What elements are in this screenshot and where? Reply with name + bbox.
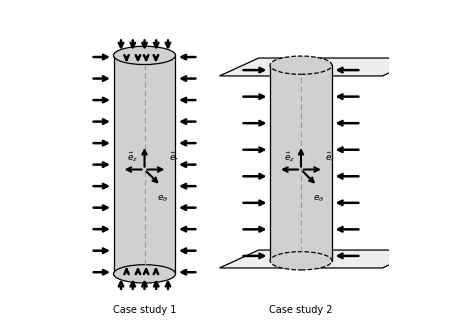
Text: $\vec{e}_r$: $\vec{e}_r$	[169, 150, 179, 164]
Text: $\vec{e}_z$: $\vec{e}_z$	[127, 150, 138, 164]
Polygon shape	[219, 250, 421, 268]
Text: $e_\vartheta$: $e_\vartheta$	[156, 194, 168, 204]
Text: Case study 1: Case study 1	[113, 305, 176, 315]
Text: Case study 2: Case study 2	[269, 305, 332, 315]
Text: $e_\vartheta$: $e_\vartheta$	[313, 194, 324, 204]
Polygon shape	[113, 55, 175, 274]
Ellipse shape	[113, 46, 175, 65]
Ellipse shape	[269, 56, 331, 74]
Polygon shape	[269, 65, 331, 261]
Polygon shape	[219, 58, 421, 76]
Ellipse shape	[113, 265, 175, 283]
Ellipse shape	[269, 252, 331, 270]
Text: $\vec{e}_r$: $\vec{e}_r$	[325, 150, 335, 164]
Text: $\vec{e}_z$: $\vec{e}_z$	[283, 150, 294, 164]
